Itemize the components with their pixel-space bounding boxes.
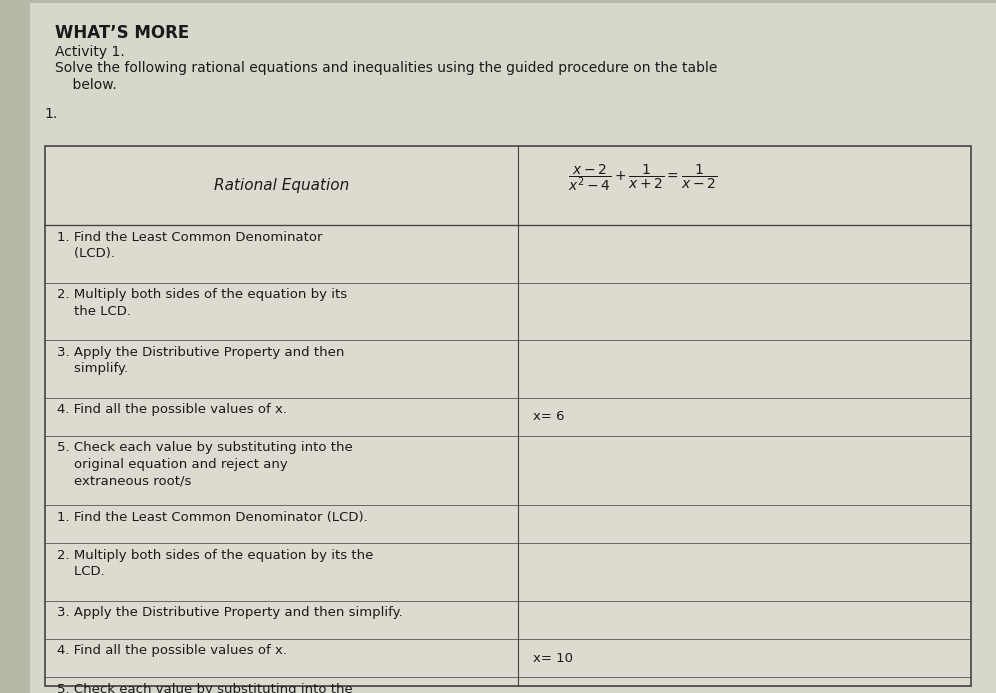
Text: below.: below.	[55, 78, 117, 91]
Text: 3. Apply the Distributive Property and then simplify.: 3. Apply the Distributive Property and t…	[57, 606, 402, 620]
Text: $\dfrac{x-2}{x^2-4}+\dfrac{1}{x+2}=\dfrac{1}{x-2}$: $\dfrac{x-2}{x^2-4}+\dfrac{1}{x+2}=\dfra…	[568, 161, 717, 193]
Text: WHAT’S MORE: WHAT’S MORE	[55, 24, 189, 42]
Text: 3. Apply the Distributive Property and then
    simplify.: 3. Apply the Distributive Property and t…	[57, 346, 345, 376]
Text: 4. Find all the possible values of x.: 4. Find all the possible values of x.	[57, 644, 287, 658]
Text: 2. Multiply both sides of the equation by its
    the LCD.: 2. Multiply both sides of the equation b…	[57, 288, 347, 318]
FancyBboxPatch shape	[30, 3, 996, 693]
Text: 2. Multiply both sides of the equation by its the
    LCD.: 2. Multiply both sides of the equation b…	[57, 549, 374, 579]
Text: x= 6: x= 6	[533, 410, 565, 423]
Text: 1. Find the Least Common Denominator (LCD).: 1. Find the Least Common Denominator (LC…	[57, 511, 368, 524]
Text: x= 10: x= 10	[533, 651, 573, 665]
Text: Solve the following rational equations and inequalities using the guided procedu: Solve the following rational equations a…	[55, 61, 717, 75]
Text: 1. Find the Least Common Denominator
    (LCD).: 1. Find the Least Common Denominator (LC…	[57, 231, 323, 261]
Text: 5. Check each value by substituting into the
    original equation and reject an: 5. Check each value by substituting into…	[57, 683, 367, 693]
Text: 5. Check each value by substituting into the
    original equation and reject an: 5. Check each value by substituting into…	[57, 441, 353, 487]
Text: 1.: 1.	[45, 107, 58, 121]
FancyBboxPatch shape	[45, 146, 971, 686]
Text: Activity 1.: Activity 1.	[55, 45, 125, 59]
Text: Rational Equation: Rational Equation	[214, 178, 349, 193]
Text: 4. Find all the possible values of x.: 4. Find all the possible values of x.	[57, 403, 287, 416]
